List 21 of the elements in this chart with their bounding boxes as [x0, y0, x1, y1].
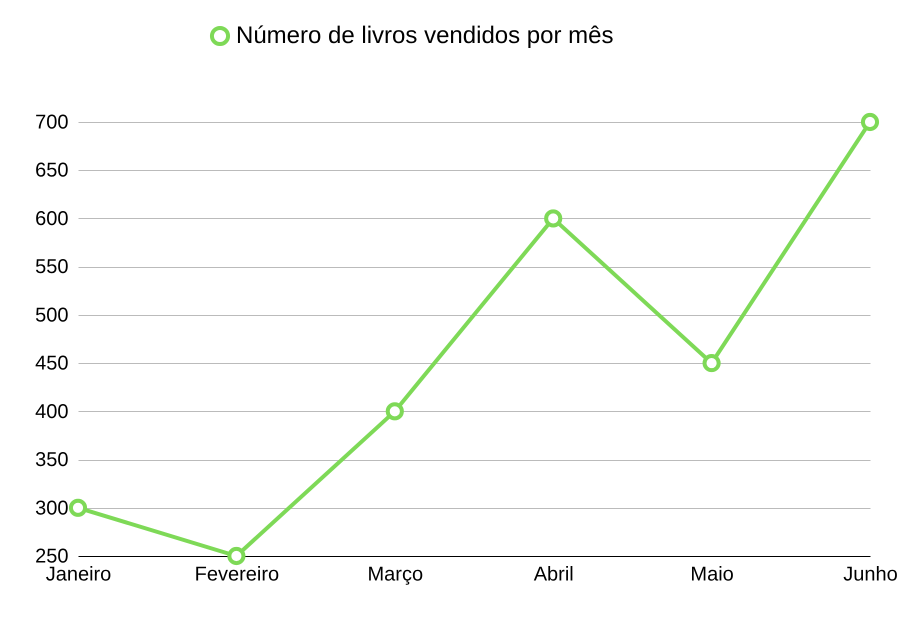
point: [227, 546, 246, 566]
y-tick-label: 400: [35, 400, 68, 423]
point: [68, 498, 88, 517]
x-tick-label: Junho: [843, 564, 898, 586]
legend-label: Número de livros vendidos por mês: [236, 22, 614, 49]
point: [702, 354, 721, 372]
y-tick-label: 550: [35, 256, 68, 278]
y-tick-label: 500: [35, 304, 68, 326]
y-tick-label: 700: [35, 112, 68, 134]
point: [544, 209, 562, 228]
y-tick-label: 450: [35, 352, 68, 375]
x-tick-label: Maio: [690, 564, 734, 586]
y-tick-label: 650: [35, 160, 68, 182]
x-tick-label: Fevereiro: [194, 564, 280, 586]
y-tick-label: 350: [35, 449, 68, 472]
point: [386, 402, 404, 420]
x-tick-label: Abril: [534, 564, 574, 586]
y-tick-label: 600: [35, 208, 68, 230]
point: [860, 112, 880, 132]
y-tick-label: 300: [35, 497, 68, 520]
x-tick-label: Março: [368, 564, 424, 586]
